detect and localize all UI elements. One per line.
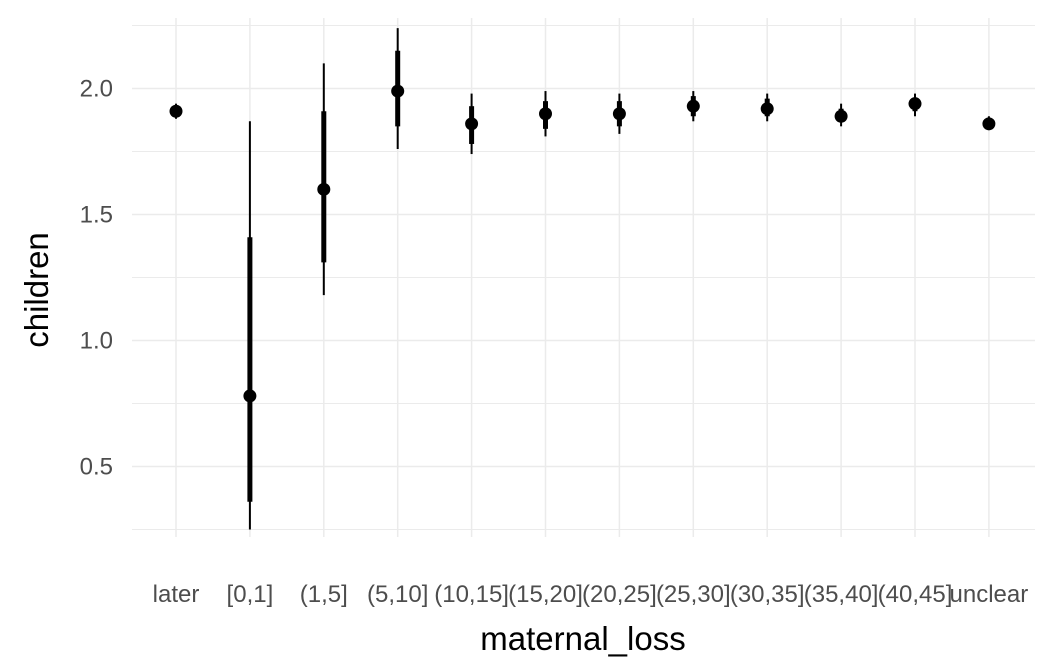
x-tick-label: (30,35]	[730, 581, 805, 608]
point-estimate	[834, 109, 848, 123]
x-tick-label: [0,1]	[227, 581, 274, 608]
x-tick-label: (20,25]	[582, 581, 657, 608]
x-tick-label: (5,10]	[367, 581, 428, 608]
point-estimate	[908, 97, 922, 111]
y-tick-label: 2.0	[80, 76, 113, 103]
y-tick-label: 0.5	[80, 453, 113, 480]
data-marks	[169, 28, 996, 530]
x-tick-label: (40,45]	[878, 581, 953, 608]
x-tick-label: (1,5]	[300, 581, 348, 608]
x-tick-label: (35,40]	[804, 581, 879, 608]
point-estimate	[465, 117, 479, 131]
x-tick-label: (15,20]	[508, 581, 583, 608]
point-estimate	[391, 84, 405, 98]
point-estimate	[539, 107, 552, 121]
point-estimate	[243, 389, 257, 403]
point-estimate	[760, 102, 774, 116]
x-axis-title: maternal_loss	[480, 620, 685, 657]
point-estimate	[317, 182, 331, 196]
x-tick-label: (25,30]	[656, 581, 731, 608]
y-tick-label: 1.0	[80, 327, 113, 354]
point-estimate	[686, 99, 700, 113]
point-estimate	[982, 117, 996, 131]
x-tick-label: later	[153, 581, 200, 608]
x-tick-label: unclear	[950, 581, 1029, 608]
tick-labels: 0.5 1.0 1.5 2.0 later [0,1] (1,5] (5,10] (10,15]…	[80, 76, 1029, 608]
point-estimate	[169, 104, 183, 118]
point-estimate	[612, 107, 626, 121]
y-tick-label: 1.5	[80, 202, 113, 229]
y-axis-title: children	[18, 232, 55, 348]
x-tick-label: (10,15]	[434, 581, 509, 608]
